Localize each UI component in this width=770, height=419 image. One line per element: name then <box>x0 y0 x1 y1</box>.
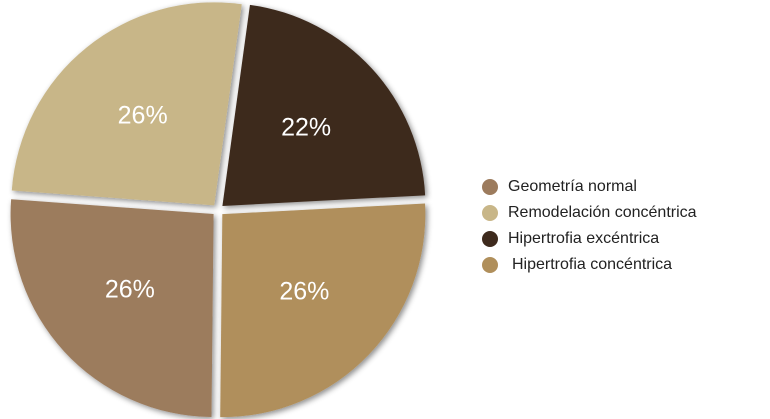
legend-swatch <box>482 231 498 247</box>
legend-label: Geometría normal <box>508 178 637 195</box>
legend: Geometría normal Remodelación concéntrica… <box>482 178 697 273</box>
legend-swatch <box>482 179 498 195</box>
pie-slice <box>222 4 426 206</box>
slice-label: 26% <box>279 277 329 305</box>
legend-label: Hipertrofia excéntrica <box>508 230 659 247</box>
pie-slice <box>10 199 214 418</box>
legend-label: Hipertrofia concéntrica <box>512 256 672 273</box>
pie-slice <box>220 203 426 418</box>
slice-label: 22% <box>281 114 331 142</box>
slice-label: 26% <box>118 102 168 130</box>
legend-label: Remodelación concéntrica <box>508 204 697 221</box>
legend-swatch <box>482 205 498 221</box>
pie: 26% 26% 26% 22% <box>10 2 426 418</box>
legend-swatch <box>482 257 498 273</box>
pie-slice <box>11 2 242 206</box>
slice-label: 26% <box>105 276 155 304</box>
